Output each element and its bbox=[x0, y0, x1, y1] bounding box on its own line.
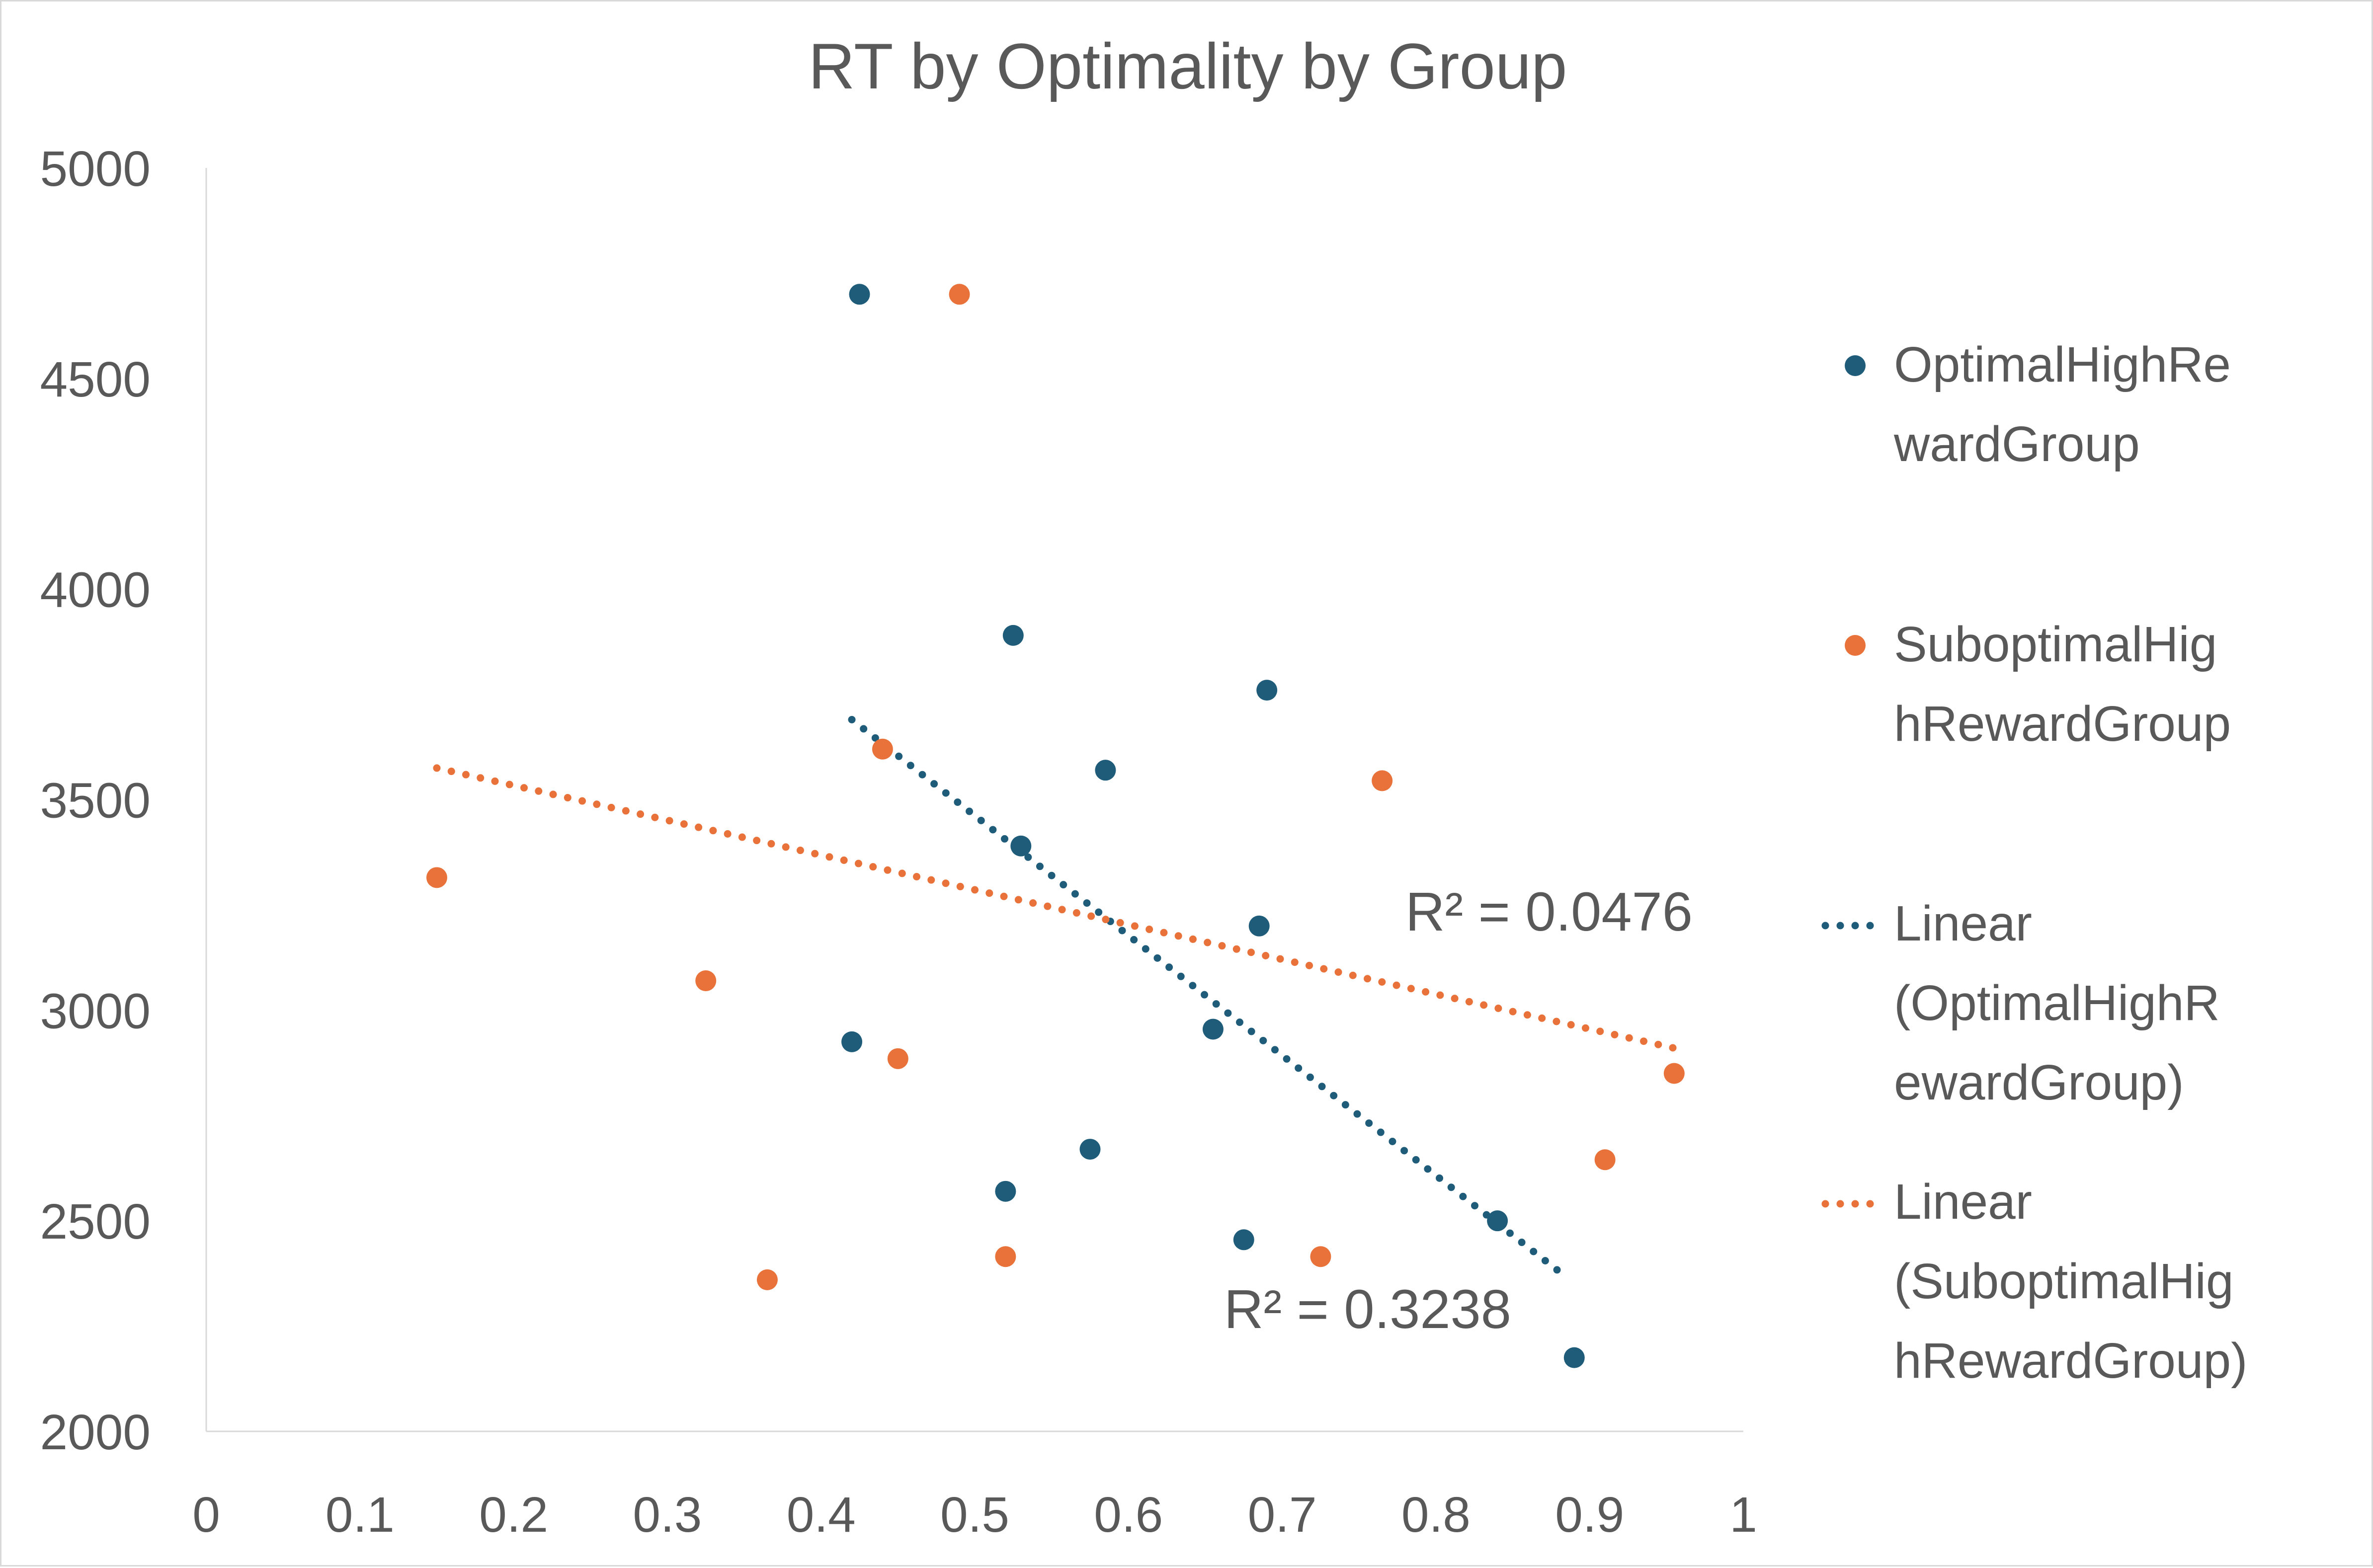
legend-label: wardGroup bbox=[1893, 416, 2140, 472]
legend-entry: SuboptimalHig hRewardGroup bbox=[1845, 617, 2231, 752]
x-tick-label: 0.5 bbox=[940, 1487, 1009, 1543]
legend: OptimalHighRe wardGroup SuboptimalHig hRewa… bbox=[1821, 337, 2247, 1389]
y-tick-label: 4500 bbox=[40, 352, 151, 407]
data-point-suboptimal bbox=[695, 970, 717, 991]
legend-label: (SuboptimalHig bbox=[1894, 1254, 2234, 1309]
legend-label: (OptimalHighR bbox=[1894, 975, 2220, 1031]
data-point-optimal bbox=[1256, 680, 1278, 701]
legend-entry: OptimalHighRe wardGroup bbox=[1845, 337, 2231, 472]
x-tick-label: 0.3 bbox=[633, 1487, 702, 1543]
y-tick-label: 2000 bbox=[40, 1405, 151, 1460]
legend-entry: Linear (OptimalHighR ewardGroup) bbox=[1821, 896, 2220, 1110]
r2-label-suboptimal: R² = 0.0476 bbox=[1405, 881, 1693, 942]
legend-marker-dot bbox=[1845, 355, 1866, 376]
data-point-optimal bbox=[995, 1180, 1016, 1202]
data-point-optimal bbox=[1233, 1229, 1254, 1251]
legend-label: Linear bbox=[1894, 896, 2032, 951]
y-tick-label: 3000 bbox=[40, 983, 151, 1039]
data-point-suboptimal bbox=[1372, 770, 1393, 791]
trendline-suboptimal bbox=[433, 764, 1678, 1052]
data-point-optimal bbox=[1202, 1019, 1224, 1040]
x-tick-label: 0.7 bbox=[1248, 1487, 1317, 1543]
trendline-optimal bbox=[848, 715, 1563, 1275]
data-point-optimal bbox=[1002, 625, 1024, 646]
axes: 0 0.1 0.2 0.3 0.4 0.5 0.6 0.7 0.8 0.9 1 2000 2500 300… bbox=[40, 141, 1757, 1543]
legend-label: hRewardGroup bbox=[1894, 696, 2231, 752]
y-tick-label: 2500 bbox=[40, 1194, 151, 1250]
data-point-optimal bbox=[1079, 1139, 1101, 1160]
data-point-suboptimal bbox=[1663, 1063, 1685, 1084]
data-point-suboptimal bbox=[756, 1269, 778, 1290]
data-point-optimal bbox=[841, 1031, 863, 1052]
x-tick-label: 0 bbox=[192, 1487, 220, 1543]
legend-label: Linear bbox=[1894, 1174, 2032, 1230]
r2-label-optimal: R² = 0.3238 bbox=[1224, 1279, 1511, 1340]
legend-label: SuboptimalHig bbox=[1894, 617, 2217, 672]
data-point-optimal bbox=[1248, 915, 1270, 937]
r2-labels: R² = 0.3238 R² = 0.0476 bbox=[1224, 881, 1693, 1340]
x-tick-label: 0.6 bbox=[1094, 1487, 1163, 1543]
legend-entry: Linear (SuboptimalHig hRewardGroup) bbox=[1821, 1174, 2247, 1389]
y-tick-label: 4000 bbox=[40, 562, 151, 618]
legend-marker-dot bbox=[1845, 635, 1866, 656]
data-point-suboptimal bbox=[1310, 1246, 1331, 1267]
legend-label: ewardGroup) bbox=[1894, 1055, 2184, 1110]
data-point-suboptimal bbox=[872, 738, 893, 760]
x-tick-label: 0.1 bbox=[326, 1487, 395, 1543]
data-point-suboptimal bbox=[995, 1246, 1016, 1267]
data-point-suboptimal bbox=[949, 284, 970, 305]
legend-label: OptimalHighRe bbox=[1894, 337, 2231, 392]
data-point-optimal bbox=[1095, 760, 1116, 781]
data-point-optimal bbox=[1487, 1210, 1508, 1232]
x-tick-label: 1 bbox=[1729, 1487, 1757, 1543]
x-tick-label: 0.2 bbox=[479, 1487, 548, 1543]
x-tick-label: 0.9 bbox=[1555, 1487, 1624, 1543]
data-point-optimal bbox=[1563, 1347, 1585, 1368]
data-points bbox=[426, 284, 1685, 1368]
y-tick-label: 3500 bbox=[40, 773, 151, 829]
data-point-optimal bbox=[1010, 835, 1032, 857]
chart-title: RT by Optimality by Group bbox=[809, 30, 1567, 102]
trendlines bbox=[433, 715, 1678, 1275]
y-tick-label: 5000 bbox=[40, 141, 151, 197]
x-tick-label: 0.4 bbox=[787, 1487, 856, 1543]
data-point-optimal bbox=[849, 284, 870, 305]
data-point-suboptimal bbox=[887, 1048, 908, 1069]
x-tick-label: 0.8 bbox=[1401, 1487, 1471, 1543]
data-point-suboptimal bbox=[426, 867, 447, 888]
data-point-suboptimal bbox=[1594, 1149, 1616, 1171]
legend-label: hRewardGroup) bbox=[1894, 1333, 2247, 1389]
